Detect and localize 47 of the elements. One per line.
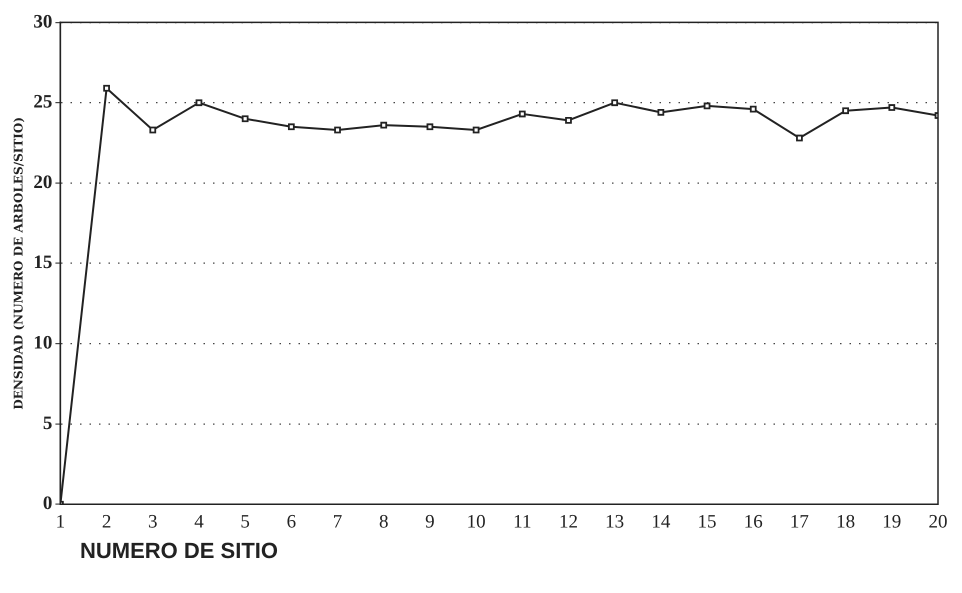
x-tick-label: 12 [558,512,578,533]
x-tick-label: 14 [651,512,671,533]
x-tick-label: 15 [698,512,717,533]
point [565,116,572,124]
x-tick-label: 10 [466,512,486,533]
y-axis-title: DENSIDAD (NUMERO DE ARBOLES/SITIO) [11,116,26,410]
y-tick-label: 30 [33,11,52,32]
y-tick-label: 25 [33,92,52,113]
x-tick-label: 8 [378,512,388,533]
x-tick-label: 20 [928,512,948,533]
point [518,110,526,118]
point [842,107,849,114]
x-tick-label: 16 [744,512,763,533]
x-tick-label: 17 [790,512,809,533]
point [611,99,618,106]
y-tick-label: 15 [33,252,52,274]
x-tick-label: 19 [882,512,902,533]
point [196,99,202,106]
y-tick-label: 0 [42,493,52,514]
point [103,84,110,92]
point [750,106,757,112]
x-tick-label: 13 [605,512,624,533]
x-axis-title: NUMERO DE SITIO [80,538,278,564]
point [472,126,480,134]
x-tick-label: 1 [56,512,66,533]
point [380,122,388,129]
y-tick-label: 20 [33,172,52,193]
x-tick-label: 9 [425,512,435,533]
x-tick-label: 3 [148,512,158,533]
point [657,108,664,116]
x-tick-label: 5 [240,512,250,533]
y-tick-label: 5 [42,412,52,434]
x-tick-label: 18 [836,512,856,533]
x-tick-label: 11 [513,512,532,533]
point [288,123,295,130]
x-tick-label: 4 [194,512,204,533]
point [796,134,803,142]
point [426,123,434,130]
y-tick-label: 10 [33,332,52,354]
point [149,126,156,134]
x-tick-label: 6 [286,512,296,533]
point [888,104,896,111]
point [704,102,710,110]
point [334,126,341,134]
x-tick-label: 7 [332,512,342,533]
point [242,115,249,122]
x-tick-label: 2 [102,512,112,533]
